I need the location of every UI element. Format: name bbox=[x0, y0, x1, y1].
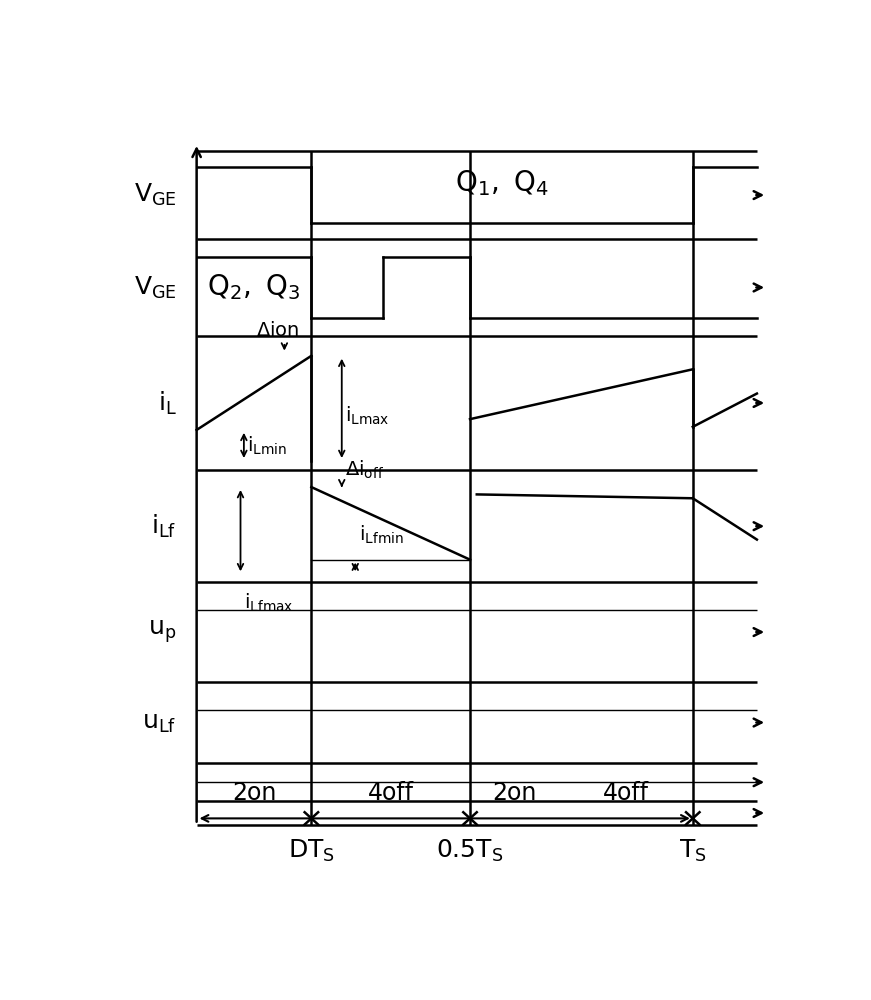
Text: $\rm u_{Lf}$: $\rm u_{Lf}$ bbox=[142, 711, 176, 735]
Text: $\rm u_p$: $\rm u_p$ bbox=[148, 619, 176, 645]
Text: $\rm i_{Lfmax}$: $\rm i_{Lfmax}$ bbox=[244, 591, 294, 614]
Text: $\rm 0.5T_S$: $\rm 0.5T_S$ bbox=[436, 838, 503, 864]
Text: $\rm DT_S$: $\rm DT_S$ bbox=[288, 838, 334, 864]
Text: 4off: 4off bbox=[603, 781, 649, 805]
Text: $\rm V_{GE}$: $\rm V_{GE}$ bbox=[133, 274, 176, 301]
Text: $\rm Q_1,\ Q_4$: $\rm Q_1,\ Q_4$ bbox=[456, 169, 549, 198]
Text: 2on: 2on bbox=[492, 781, 537, 805]
Text: $\rm T_S$: $\rm T_S$ bbox=[679, 838, 706, 864]
Text: $\rm i_{Lmin}$: $\rm i_{Lmin}$ bbox=[247, 434, 287, 457]
Text: $\rm i_{Lfmin}$: $\rm i_{Lfmin}$ bbox=[359, 523, 403, 546]
Text: $\rm i_{Lmax}$: $\rm i_{Lmax}$ bbox=[345, 405, 389, 427]
Text: $\rm V_{GE}$: $\rm V_{GE}$ bbox=[133, 182, 176, 208]
Text: $\rm i_L$: $\rm i_L$ bbox=[158, 389, 176, 417]
Text: $\rm i_{Lf}$: $\rm i_{Lf}$ bbox=[151, 513, 176, 540]
Text: $\Delta \rm i_{off}$: $\Delta \rm i_{off}$ bbox=[345, 459, 384, 481]
Text: 2on: 2on bbox=[232, 781, 276, 805]
Text: $\rm Q_2,\ Q_3$: $\rm Q_2,\ Q_3$ bbox=[207, 273, 300, 302]
Text: $\Delta\rm ion$: $\Delta\rm ion$ bbox=[256, 321, 300, 340]
Text: 4off: 4off bbox=[368, 781, 414, 805]
